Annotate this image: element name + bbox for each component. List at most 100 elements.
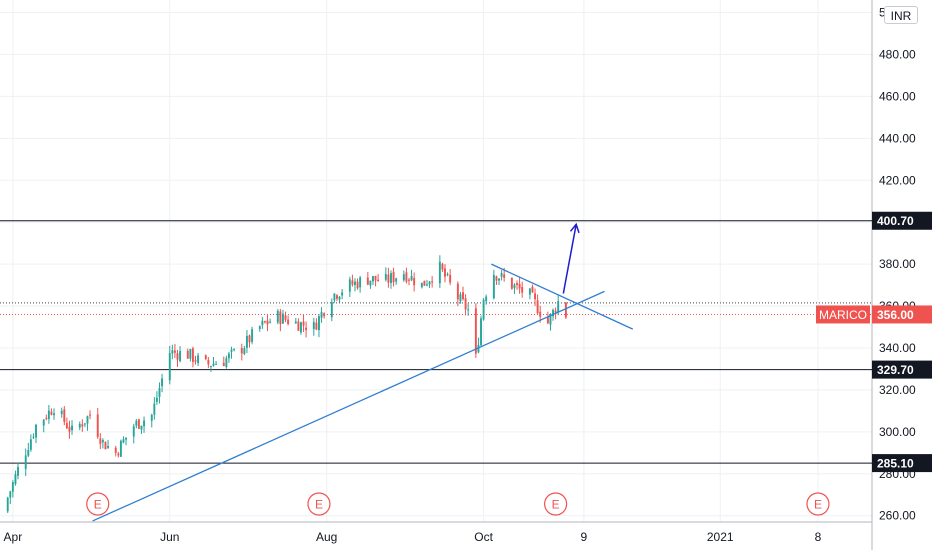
candle-body <box>194 360 197 362</box>
y-tick-label: 320.00 <box>879 383 916 397</box>
candle-body <box>392 271 395 283</box>
candle-body <box>68 427 71 432</box>
candle-body <box>191 348 194 362</box>
candle-body <box>117 453 120 456</box>
symbol-tag: MARICO <box>819 308 867 322</box>
candle-body <box>101 439 104 443</box>
candle-body <box>320 312 323 318</box>
level-price-label: 329.70 <box>877 363 914 377</box>
candle-body <box>65 423 68 429</box>
level-price-label-bg <box>872 360 932 379</box>
candle-body <box>528 288 531 295</box>
candle-body <box>441 263 444 270</box>
candle-body <box>516 283 518 285</box>
y-tick-label: 380.00 <box>879 257 916 271</box>
candle-body <box>341 292 344 296</box>
candle-body <box>410 275 413 281</box>
x-tick-label: Jun <box>160 530 179 544</box>
candle-body <box>9 491 12 498</box>
candle-body <box>155 397 158 402</box>
candle-body <box>500 272 503 277</box>
candle-body <box>168 353 171 381</box>
candle-body <box>212 363 215 366</box>
candle-body <box>531 286 534 293</box>
earnings-marker-label: E <box>315 498 323 512</box>
candle-body <box>428 281 431 285</box>
candle-body <box>186 350 189 359</box>
x-tick-label: 2021 <box>707 530 734 544</box>
candle-body <box>495 276 498 281</box>
y-tick-label: 460.00 <box>879 89 916 103</box>
candle-body <box>60 410 63 415</box>
candle-body <box>459 294 462 302</box>
candle-body <box>50 411 53 415</box>
candle-body <box>207 360 210 365</box>
candle-body <box>554 310 557 313</box>
candle-body <box>546 316 549 324</box>
candle-body <box>197 355 200 363</box>
candle-body <box>464 298 467 310</box>
candle-body <box>153 403 156 415</box>
earnings-marker <box>806 492 830 516</box>
candle-body <box>63 409 66 422</box>
candle-body <box>377 279 380 282</box>
candle-body <box>161 378 164 387</box>
x-tick-label: 8 <box>815 530 822 544</box>
y-tick-label: 300.00 <box>879 425 916 439</box>
candle-body <box>114 447 117 453</box>
earnings-marker <box>86 492 110 516</box>
candle-body <box>446 274 449 276</box>
earnings-marker <box>544 492 568 516</box>
candle-body <box>32 436 35 438</box>
candle-body <box>27 449 30 456</box>
candle-body <box>35 424 37 438</box>
candle-body <box>245 335 248 348</box>
candle-body <box>240 348 243 354</box>
candle-body <box>336 295 338 299</box>
candle-body <box>233 348 236 350</box>
candle-body <box>557 301 560 313</box>
candle-body <box>299 322 302 333</box>
candle-body <box>158 388 161 397</box>
candle-body <box>305 327 308 331</box>
candle-body <box>171 350 174 354</box>
candle-body <box>518 283 521 289</box>
candle-body <box>96 414 99 437</box>
candle-body <box>281 313 284 324</box>
candle-body <box>444 268 446 277</box>
candle-body <box>269 321 272 323</box>
candle-body <box>372 276 374 282</box>
candle-body <box>474 308 477 354</box>
x-tick-label: Apr <box>4 530 23 544</box>
candle-body <box>135 420 138 426</box>
candle-body <box>549 314 552 325</box>
candle-body <box>413 278 416 286</box>
candle-body <box>29 439 32 450</box>
candle-body <box>132 426 135 437</box>
trendline-falling-resistance <box>491 263 634 330</box>
candle-body <box>317 316 320 331</box>
candle-body <box>81 424 84 427</box>
candle-body <box>6 497 9 512</box>
level-price-label-bg <box>872 211 932 230</box>
candle-body <box>348 279 351 292</box>
earnings-marker <box>307 492 331 516</box>
candle-body <box>251 329 254 342</box>
candle-body <box>312 321 315 330</box>
candle-body <box>215 363 218 365</box>
candle-body <box>366 277 369 285</box>
currency-badge[interactable]: INR <box>884 6 918 24</box>
candle-body <box>387 274 390 283</box>
candle-body <box>330 302 333 318</box>
candle-body <box>294 321 297 324</box>
candle-body <box>263 321 266 323</box>
candle-body <box>227 353 230 359</box>
candle-body <box>431 281 434 283</box>
candle-body <box>107 445 109 448</box>
breakout-arrow-head <box>569 222 580 234</box>
candle-body <box>467 309 470 311</box>
candle-body <box>449 274 452 283</box>
y-tick-label: 420.00 <box>879 173 916 187</box>
